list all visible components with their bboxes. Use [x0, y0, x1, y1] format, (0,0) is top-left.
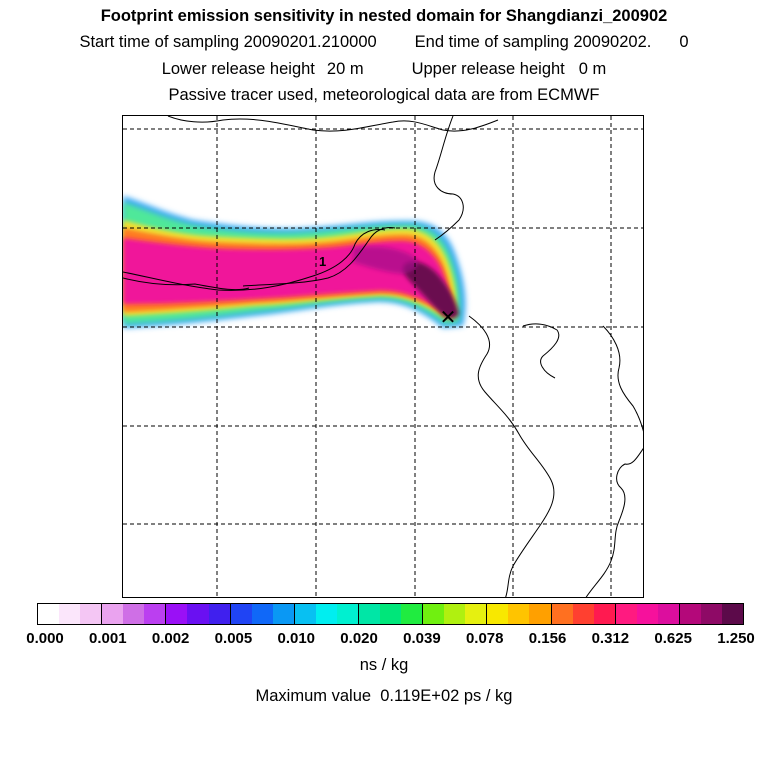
colorbar-tick-label: 0.010	[277, 630, 316, 647]
contour-label: 1	[319, 254, 326, 269]
lower-release-value: 20 m	[326, 60, 364, 78]
end-time-label: End time of sampling 20090202.	[414, 33, 652, 51]
start-time-label: Start time of sampling 20090201.210000	[79, 33, 377, 51]
sampling-time-line: Start time of sampling 20090201.210000 En…	[0, 33, 768, 52]
colorbar-tick-label: 0.078	[465, 630, 504, 647]
colorbar-swatch	[272, 604, 295, 624]
colorbar-swatch	[230, 604, 252, 624]
colorbar-swatch	[102, 604, 124, 624]
contour-line	[123, 229, 386, 291]
colorbar-swatch	[444, 604, 466, 624]
colorbar-swatch	[380, 604, 402, 624]
colorbar-tick-label: 0.002	[151, 630, 190, 647]
colorbar-swatch	[423, 604, 445, 624]
colorbar-swatch	[251, 604, 273, 624]
colorbar-tick-label: 0.156	[528, 630, 567, 647]
upper-release-value: 0 m	[578, 60, 607, 78]
graticule	[123, 116, 643, 597]
colorbar-swatch	[59, 604, 81, 624]
emission-plume	[123, 196, 466, 328]
max-value-label: Maximum value	[255, 687, 372, 705]
colorbar-tick-label: 0.625	[654, 630, 692, 647]
colorbar-swatch	[166, 604, 188, 624]
colorbar-tick-label: 1.250	[717, 630, 755, 647]
colorbar-swatch	[358, 604, 380, 624]
plume-core-purple	[353, 246, 418, 274]
colorbar-swatch	[315, 604, 337, 624]
colorbar-swatch	[38, 604, 60, 624]
colorbar-swatch	[679, 604, 701, 624]
colorbar-swatch	[487, 604, 509, 624]
coast-liaodong	[433, 116, 464, 241]
receptor-marker-icon: ✕	[440, 305, 457, 329]
colorbar-tick-label: 0.001	[89, 630, 127, 647]
colorbar-swatch	[80, 604, 103, 624]
colorbar-swatch	[208, 604, 231, 624]
colorbar-swatch	[529, 604, 552, 624]
colorbar-swatch	[123, 604, 145, 624]
colorbar-swatch	[294, 604, 316, 624]
max-value: 0.119E+02 ps / kg	[380, 687, 513, 705]
colorbar-swatch	[187, 604, 209, 624]
lower-release-label: Lower release height	[161, 60, 315, 78]
coast-korea	[602, 325, 643, 432]
colorbar-swatch	[551, 604, 573, 624]
colorbar-swatch	[465, 604, 488, 624]
colorbar-tick-label: 0.039	[403, 630, 441, 647]
coast-northeast	[585, 448, 643, 597]
colorbar-swatch	[636, 604, 658, 624]
colorbar-tick-label: 0.020	[340, 630, 378, 647]
colorbar-swatch	[593, 604, 616, 624]
map-panel: 1 ✕	[122, 115, 644, 598]
release-height-line: Lower release height 20 m Upper release he…	[0, 60, 768, 79]
coastlines	[123, 116, 643, 597]
colorbar-swatch	[572, 604, 594, 624]
colorbar-swatch	[657, 604, 680, 624]
upper-release-label: Upper release height	[411, 60, 565, 78]
plume-core-dark	[403, 261, 459, 319]
footprint-map: 1 ✕	[123, 116, 643, 597]
coast-shandong	[522, 323, 560, 379]
coast-bohai	[468, 315, 555, 597]
colorbar-swatch	[401, 604, 424, 624]
colorbar-swatch	[615, 604, 637, 624]
colorbar-tick-label: 0.000	[26, 630, 64, 647]
colorbar-swatch	[336, 604, 359, 624]
plot-title: Footprint emission sensitivity in nested…	[100, 7, 668, 25]
boundary-inner	[242, 227, 396, 287]
colorbar-swatch	[700, 604, 722, 624]
colorbar-tick-label: 0.312	[591, 630, 630, 647]
colorbar-tick-label: 0.005	[214, 630, 253, 647]
colorbar	[37, 603, 744, 625]
colorbar-swatch	[722, 604, 744, 624]
colorbar-swatch	[508, 604, 530, 624]
northern-border	[167, 116, 499, 132]
boundary-west	[123, 277, 250, 291]
colorbar-unit: ns / kg	[359, 656, 409, 674]
colorbar-swatch	[144, 604, 167, 624]
tracer-note: Passive tracer used, meteorological data…	[168, 86, 600, 104]
end-time-suffix: 0	[679, 33, 689, 51]
maximum-value-line: Maximum value 0.119E+02 ps / kg	[0, 687, 768, 706]
